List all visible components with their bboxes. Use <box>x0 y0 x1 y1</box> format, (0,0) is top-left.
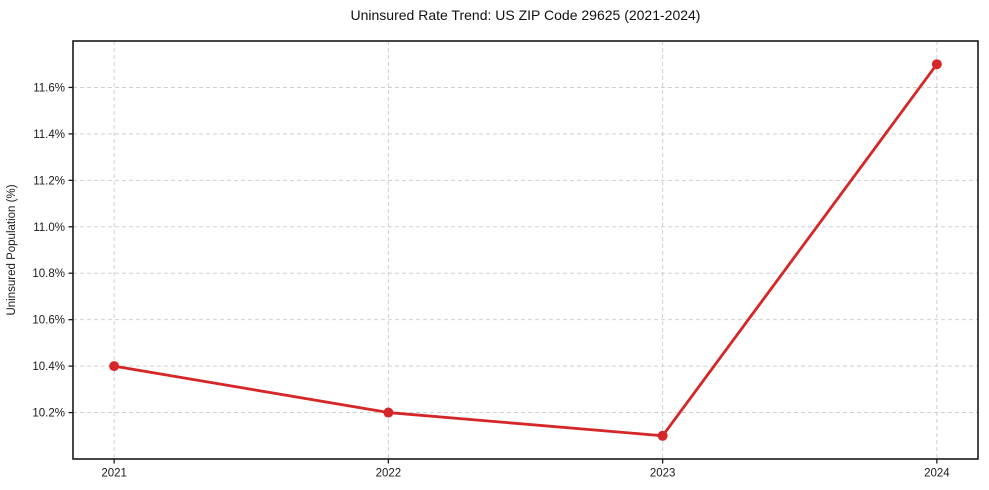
y-tick-label: 11.0% <box>33 222 65 234</box>
y-tick-label: 10.4% <box>32 361 65 373</box>
trend-line <box>112 62 939 438</box>
y-tick-label: 10.8% <box>32 268 65 280</box>
y-tick-label: 11.4% <box>33 129 65 141</box>
plot-frame <box>72 40 979 460</box>
y-axis-label: Uninsured Population (%) <box>6 184 18 315</box>
data-point-2024 <box>931 59 942 70</box>
data-point-2021 <box>109 361 120 372</box>
y-tick-label: 10.6% <box>32 315 65 327</box>
data-point-2023 <box>657 430 668 441</box>
x-tick-label: 2022 <box>376 468 402 480</box>
x-tick-label: 2023 <box>650 468 676 480</box>
y-tick-label: 10.2% <box>32 408 65 420</box>
x-tick-label: 2024 <box>924 468 950 480</box>
x-tick-label: 2021 <box>101 468 127 480</box>
y-tick-label: 11.6% <box>33 82 65 94</box>
chart-title: Uninsured Rate Trend: US ZIP Code 29625 … <box>350 7 701 23</box>
y-tick-label: 11.2% <box>33 175 65 187</box>
data-point-2022 <box>383 407 394 418</box>
